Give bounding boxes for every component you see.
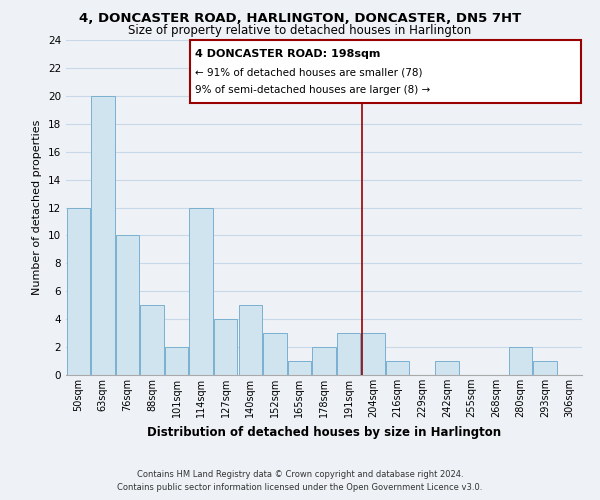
Text: 9% of semi-detached houses are larger (8) →: 9% of semi-detached houses are larger (8… <box>195 86 430 96</box>
Bar <box>313 347 335 375</box>
Bar <box>263 333 287 375</box>
Bar <box>214 319 238 375</box>
Text: Size of property relative to detached houses in Harlington: Size of property relative to detached ho… <box>128 24 472 37</box>
Bar <box>91 96 115 375</box>
Bar <box>386 361 409 375</box>
Bar <box>190 208 213 375</box>
Bar <box>533 361 557 375</box>
Bar <box>288 361 311 375</box>
Bar <box>435 361 458 375</box>
Bar <box>140 305 164 375</box>
Bar <box>239 305 262 375</box>
Text: ← 91% of detached houses are smaller (78): ← 91% of detached houses are smaller (78… <box>195 67 422 77</box>
Text: Contains HM Land Registry data © Crown copyright and database right 2024.
Contai: Contains HM Land Registry data © Crown c… <box>118 470 482 492</box>
Text: 4, DONCASTER ROAD, HARLINGTON, DONCASTER, DN5 7HT: 4, DONCASTER ROAD, HARLINGTON, DONCASTER… <box>79 12 521 26</box>
Bar <box>67 208 90 375</box>
Text: 4 DONCASTER ROAD: 198sqm: 4 DONCASTER ROAD: 198sqm <box>195 49 380 59</box>
Bar <box>337 333 360 375</box>
Bar <box>361 333 385 375</box>
Bar <box>116 236 139 375</box>
X-axis label: Distribution of detached houses by size in Harlington: Distribution of detached houses by size … <box>147 426 501 438</box>
Y-axis label: Number of detached properties: Number of detached properties <box>32 120 43 295</box>
Bar <box>509 347 532 375</box>
Bar <box>165 347 188 375</box>
FancyBboxPatch shape <box>190 40 581 103</box>
